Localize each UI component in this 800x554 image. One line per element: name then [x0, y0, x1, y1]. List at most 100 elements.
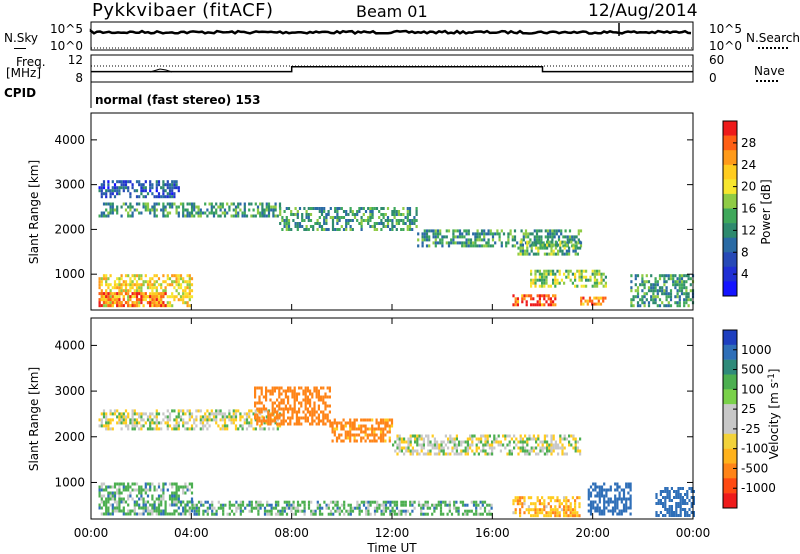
range-gate-cell [489, 244, 492, 248]
range-gate-cell [627, 491, 630, 495]
range-gate-cell [433, 503, 436, 507]
range-gate-cell [234, 205, 238, 209]
range-gate-cell [116, 409, 119, 413]
range-gate-cell [578, 496, 581, 500]
range-gate-cell [215, 415, 218, 419]
range-gate-cell [442, 452, 445, 456]
range-gate-cell [684, 499, 687, 502]
range-gate-cell [272, 208, 275, 212]
range-gate-cell [157, 283, 161, 287]
range-gate-cell [201, 427, 205, 431]
range-gate-cell [329, 424, 332, 428]
range-gate-cell [431, 503, 434, 507]
range-gate-cell [285, 512, 289, 516]
range-gate-cell [396, 446, 399, 450]
range-gate-cell [451, 437, 454, 441]
range-gate-cell [554, 281, 557, 285]
range-gate-cell [248, 412, 251, 416]
range-gate-cell [317, 416, 320, 420]
range-gate-cell [679, 511, 682, 514]
range-gate-cell [179, 409, 183, 413]
range-gate-cell [268, 512, 271, 516]
range-gate-cell [620, 488, 623, 492]
range-gate-cell [232, 418, 235, 422]
range-gate-cell [574, 505, 577, 509]
range-gate-cell [487, 241, 490, 245]
range-gate-cell [514, 496, 517, 500]
range-gate-cell [667, 301, 670, 305]
range-gate-cell [622, 497, 626, 501]
range-gate-cell [654, 280, 657, 284]
range-gate-cell [539, 243, 542, 247]
range-gate-cell [173, 298, 176, 302]
range-gate-cell [565, 269, 568, 273]
range-gate-cell [281, 509, 284, 513]
range-gate-cell [287, 386, 290, 390]
range-gate-cell [250, 503, 253, 507]
range-gate-cell [138, 497, 141, 501]
range-gate-cell [368, 427, 372, 431]
range-gate-cell [261, 211, 264, 215]
range-gate-cell [342, 228, 346, 231]
range-gate-cell [294, 225, 297, 228]
range-gate-cell [331, 424, 334, 428]
range-gate-cell [168, 211, 172, 215]
range-gate-cell [140, 418, 143, 422]
range-gate-cell [122, 482, 125, 486]
range-gate-cell [155, 497, 158, 501]
range-gate-cell [395, 503, 399, 507]
range-gate-cell [603, 500, 606, 504]
range-gate-cell [605, 488, 608, 492]
frequency-panel-frame [90, 54, 694, 83]
range-gate-cell [292, 500, 295, 504]
range-gate-cell [668, 508, 671, 511]
range-gate-cell [149, 280, 152, 284]
range-gate-cell [398, 449, 401, 453]
range-gate-cell [288, 500, 291, 504]
range-gate-cell [416, 449, 419, 453]
range-gate-cell [554, 294, 557, 298]
range-gate-cell [517, 446, 520, 450]
range-gate-cell [466, 443, 469, 447]
range-gate-cell [273, 416, 276, 420]
range-gate-cell [131, 412, 134, 416]
range-gate-cell [329, 500, 333, 504]
range-gate-cell [446, 512, 449, 516]
range-gate-cell [124, 409, 128, 413]
range-gate-cell [199, 421, 202, 425]
range-gate-cell [301, 213, 304, 216]
range-gate-cell [396, 452, 399, 456]
range-gate-cell [281, 228, 284, 231]
range-gate-cell [182, 512, 185, 516]
range-gate-cell [107, 298, 110, 302]
range-gate-cell [526, 452, 529, 456]
range-gate-cell [561, 252, 564, 256]
range-gate-cell [616, 482, 619, 486]
range-gate-cell [413, 222, 416, 225]
range-gate-cell [404, 503, 407, 507]
range-gate-cell [206, 500, 209, 504]
range-gate-cell [474, 232, 477, 236]
range-gate-cell [107, 277, 110, 281]
range-gate-cell [554, 272, 557, 276]
range-gate-cell [504, 437, 507, 441]
range-gate-cell [528, 434, 531, 438]
range-gate-cell [184, 286, 187, 290]
range-gate-cell [530, 246, 533, 250]
range-gate-cell [345, 225, 348, 228]
range-gate-cell [480, 229, 484, 233]
range-gate-cell [533, 241, 536, 245]
range-gate-cell [630, 298, 633, 302]
range-gate-cell [458, 235, 462, 239]
range-gate-cell [113, 189, 117, 193]
range-gate-cell [593, 284, 596, 288]
range-gate-cell [160, 503, 163, 507]
range-gate-cell [690, 502, 693, 505]
range-gate-cell [250, 509, 253, 513]
range-gate-cell [171, 409, 174, 413]
range-gate-cell [315, 386, 318, 390]
range-gate-cell [543, 502, 546, 506]
range-gate-cell [630, 304, 633, 308]
range-gate-cell [292, 503, 295, 507]
range-gate-cell [306, 416, 309, 420]
